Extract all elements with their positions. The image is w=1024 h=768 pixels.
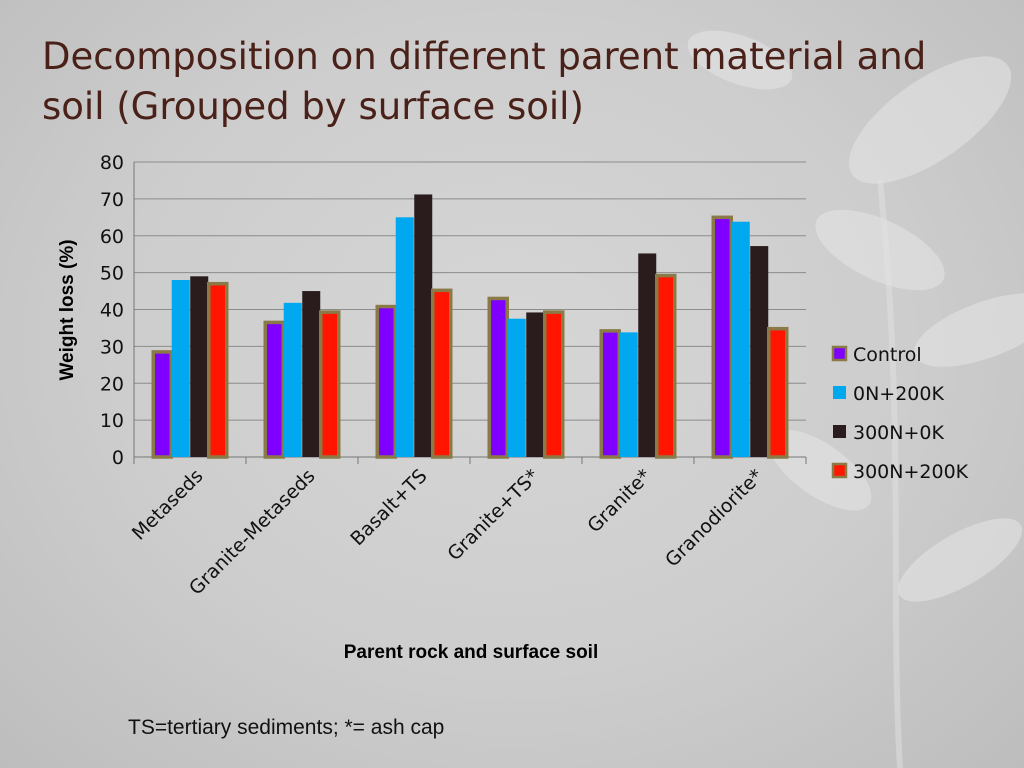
legend-swatch [833, 386, 846, 399]
bar-metaseds-control [151, 350, 173, 459]
footnote: TS=tertiary sediments; *= ash cap [128, 716, 445, 739]
bar-metaseds-300n-200k [207, 281, 229, 459]
legend-label: 0N+200K [853, 383, 944, 405]
bar-granite-metaseds-300n-0k [302, 291, 321, 457]
legend: Control 0N+200K 300N+0K 300N+200K [831, 344, 969, 483]
bar-granite-metaseds-0n-200k [283, 302, 302, 457]
bar-granodiorite--0n-200k [731, 221, 750, 457]
bar-granodiorite--control [711, 215, 733, 459]
bar-granite-metaseds-300n-200k [319, 310, 341, 459]
bar-basalt-ts-0n-200k [395, 217, 414, 457]
bar-metaseds-0n-200k [171, 280, 190, 457]
y-tick-label: 30 [100, 336, 124, 358]
x-tick-label: Granite* [583, 465, 655, 537]
legend-label: 300N+0K [853, 422, 944, 444]
bar-basalt-ts-300n-200k [431, 288, 453, 459]
bar-granite-ts--300n-0k [526, 312, 545, 457]
legend-swatch [831, 345, 848, 362]
axes [133, 162, 807, 464]
x-axis-label: Parent rock and surface soil [344, 642, 599, 663]
bars [151, 194, 789, 459]
bar-granodiorite--300n-200k [767, 326, 789, 459]
x-tick-label: Granodiorite* [661, 465, 767, 571]
legend-swatch [833, 425, 846, 438]
bar-metaseds-300n-0k [190, 276, 209, 457]
y-tick-label: 40 [100, 300, 124, 322]
gridlines [134, 161, 806, 421]
legend-swatch [831, 462, 848, 479]
bar-basalt-ts-300n-0k [414, 194, 433, 457]
slide-title: Decomposition on different parent materi… [42, 35, 927, 128]
bar-basalt-ts-control [375, 304, 397, 459]
y-tick-label: 20 [100, 373, 124, 395]
y-tick-label: 80 [100, 152, 124, 174]
y-tick-label: 60 [100, 226, 124, 248]
legend-label: Control [853, 344, 922, 366]
x-tick-label: Metaseds [128, 465, 208, 545]
y-tick-labels: 0 10 20 30 40 50 60 70 80 [100, 152, 124, 469]
y-axis-label: Weight loss (%) [57, 239, 78, 380]
y-tick-label: 70 [100, 189, 124, 211]
bar-granite-ts--300n-200k [543, 310, 565, 459]
x-tick-label: Granite+TS* [443, 465, 543, 565]
y-tick-label: 0 [112, 447, 124, 469]
bar-granite--300n-200k [655, 273, 677, 459]
bar-granite--control [599, 329, 621, 459]
bar-granite-ts--control [487, 296, 509, 459]
y-tick-label: 10 [100, 410, 124, 432]
x-tick-label: Granite-Metaseds [185, 465, 320, 600]
x-tick-label: Basalt+TS [346, 465, 431, 550]
bar-granite-ts--0n-200k [507, 318, 526, 457]
bar-granite--0n-200k [619, 332, 638, 457]
bar-granite--300n-0k [638, 253, 657, 457]
bar-granite-metaseds-control [263, 320, 285, 459]
legend-label: 300N+200K [853, 461, 969, 483]
y-tick-label: 50 [100, 263, 124, 285]
bar-granodiorite--300n-0k [750, 246, 769, 457]
